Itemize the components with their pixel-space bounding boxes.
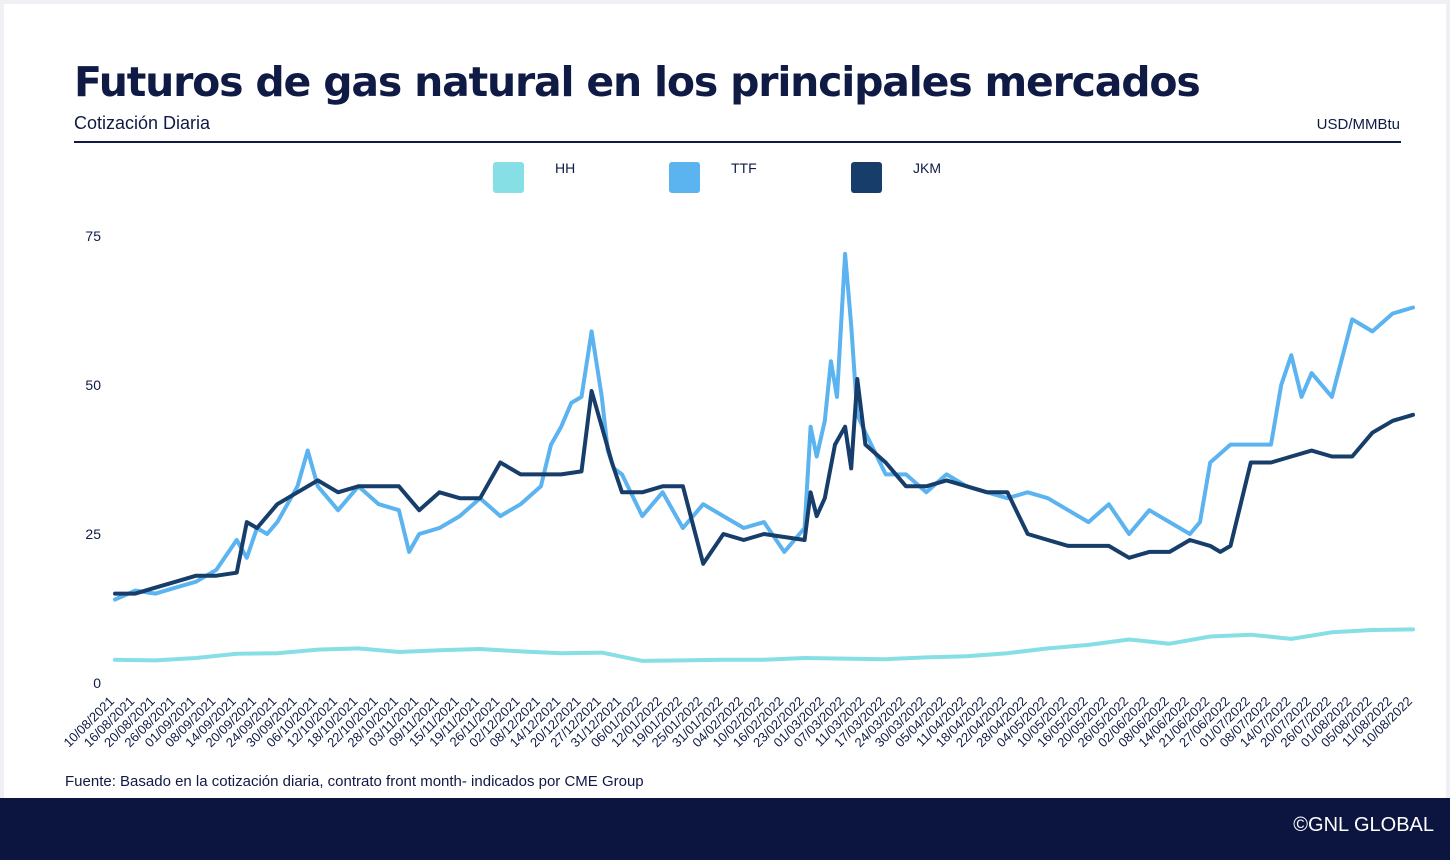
legend-swatch-ttf: [669, 162, 700, 193]
legend-swatch-hh: [493, 162, 524, 193]
y-tick-label: 25: [85, 526, 101, 542]
legend-label-ttf: TTF: [731, 160, 757, 176]
chart-title: Futuros de gas natural en los principale…: [74, 58, 1201, 106]
series-line-hh: [113, 627, 1415, 663]
legend-label-jkm: JKM: [913, 160, 941, 176]
brand-label: ©GNL GLOBAL: [1293, 814, 1434, 836]
source-note: Fuente: Basado en la cotización diaria, …: [65, 773, 644, 790]
unit-label: USD/MMBtu: [1316, 116, 1400, 133]
legend-label-hh: HH: [555, 160, 576, 176]
footer-bar: ©GNL GLOBAL: [0, 798, 1450, 860]
y-tick-label: 0: [93, 675, 101, 691]
chart-subtitle: Cotización Diaria: [74, 113, 211, 133]
chart-card: [4, 4, 1446, 798]
series-line-jkm: [113, 377, 1415, 596]
y-tick-label: 50: [85, 377, 101, 393]
series-line-ttf: [113, 251, 1415, 602]
legend-swatch-jkm: [851, 162, 882, 193]
y-tick-label: 75: [85, 228, 101, 244]
title-divider: [74, 141, 1401, 143]
